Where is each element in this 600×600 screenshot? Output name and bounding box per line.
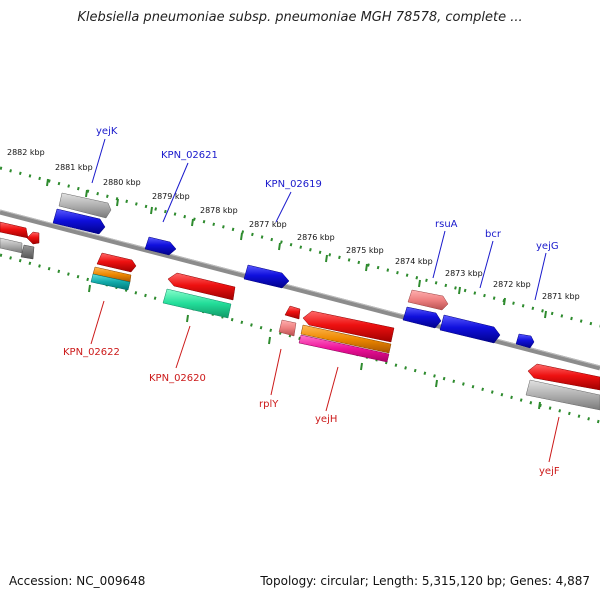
gene-feature[interactable] <box>439 314 501 344</box>
gene-feature[interactable] <box>515 333 535 349</box>
tick-label: 2871 kbp <box>542 292 580 301</box>
tick-label: 2873 kbp <box>445 269 483 278</box>
gene-feature[interactable] <box>298 334 390 363</box>
upper-strand-features[interactable] <box>52 192 535 349</box>
tick-label: 2882 kbp <box>7 148 45 157</box>
gene-label-bcr[interactable]: bcr <box>485 229 502 240</box>
gene-feature[interactable] <box>26 231 40 245</box>
tick-label: 2874 kbp <box>395 257 433 266</box>
gene-label-rsuA[interactable]: rsuA <box>435 219 458 230</box>
gene-feature[interactable] <box>167 272 236 301</box>
gene-feature[interactable] <box>52 208 106 235</box>
genome-stats-text: Topology: circular; Length: 5,315,120 bp… <box>260 574 590 588</box>
tick-label: 2880 kbp <box>103 178 141 187</box>
gene-feature[interactable] <box>0 237 23 254</box>
gene-feature[interactable] <box>162 288 232 319</box>
gene-feature[interactable] <box>58 192 112 219</box>
gene-feature[interactable] <box>407 289 449 311</box>
gene-feature[interactable] <box>527 363 600 391</box>
gene-feature[interactable] <box>90 273 131 291</box>
lower-strand-features[interactable] <box>0 221 600 411</box>
gene-feature[interactable] <box>278 319 297 337</box>
gene-feature[interactable] <box>0 221 29 239</box>
gene-feature[interactable] <box>402 306 442 329</box>
chromosome-backbone <box>0 209 600 371</box>
upper-gene-labels: yejK KPN_02621 KPN_02619 rsuA bcr yejG <box>96 126 559 252</box>
tick-label: 2879 kbp <box>152 192 190 201</box>
gene-feature[interactable] <box>284 305 301 320</box>
tick-label: 2877 kbp <box>249 220 287 229</box>
tick-label: 2875 kbp <box>346 246 384 255</box>
tick-label: 2878 kbp <box>200 206 238 215</box>
gene-label-yejG[interactable]: yejG <box>536 241 559 252</box>
ruler-ticks <box>46 178 547 410</box>
tick-label: 2872 kbp <box>493 280 531 289</box>
tick-label: 2876 kbp <box>297 233 335 242</box>
gene-feature[interactable] <box>96 252 137 273</box>
gene-feature[interactable] <box>300 324 392 354</box>
lower-gene-labels: KPN_02622 KPN_02620 rplY yejH yejF <box>63 347 560 477</box>
lower-label-leaders <box>90 300 560 463</box>
chromosome-backbone-highlight <box>0 209 600 367</box>
tick-labels: 2882 kbp 2881 kbp 2880 kbp 2879 kbp 2878… <box>7 148 580 301</box>
gene-label-rplY[interactable]: rplY <box>259 399 279 410</box>
accession-text: Accession: NC_009648 <box>9 574 146 588</box>
tick-label: 2881 kbp <box>55 163 93 172</box>
genome-map[interactable]: 2882 kbp 2881 kbp 2880 kbp 2879 kbp 2878… <box>0 0 600 560</box>
gene-feature[interactable] <box>302 310 395 343</box>
upper-label-leaders <box>91 138 547 301</box>
gene-label-KPN_02620[interactable]: KPN_02620 <box>149 373 206 384</box>
gene-label-yejH[interactable]: yejH <box>315 414 337 425</box>
ruler-line-upper <box>0 166 600 328</box>
gene-label-KPN_02621[interactable]: KPN_02621 <box>161 150 218 161</box>
gene-label-yejF[interactable]: yejF <box>539 466 560 477</box>
gene-label-yejK[interactable]: yejK <box>96 126 118 137</box>
gene-feature[interactable] <box>243 264 290 289</box>
gene-feature[interactable] <box>525 379 600 411</box>
gene-label-KPN_02619[interactable]: KPN_02619 <box>265 179 322 190</box>
gene-label-KPN_02622[interactable]: KPN_02622 <box>63 347 120 358</box>
page-title: Klebsiella pneumoniae subsp. pneumoniae … <box>77 10 523 25</box>
gene-feature[interactable] <box>20 244 35 260</box>
gene-feature[interactable] <box>144 236 177 256</box>
